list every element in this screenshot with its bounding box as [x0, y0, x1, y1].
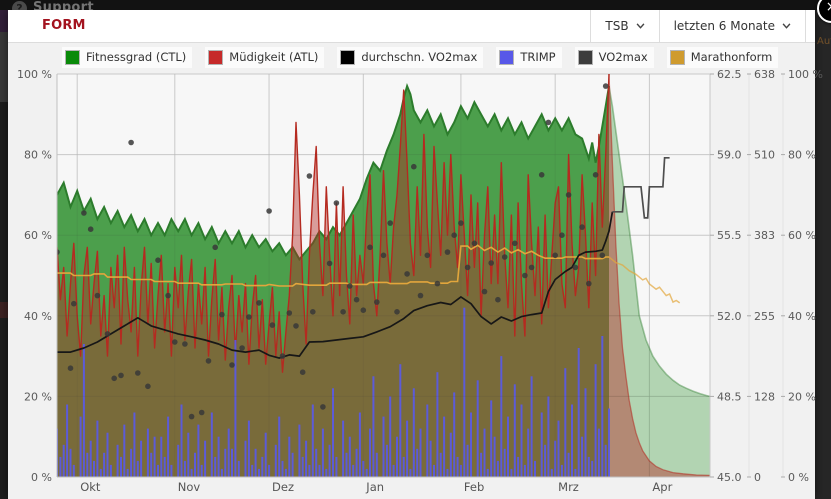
page-title: FORM — [42, 18, 86, 33]
legend-swatch-m-digkeit-atl — [208, 49, 224, 65]
topbar: ? Support — [0, 0, 831, 10]
legend-item-trimp: TRIMP — [496, 46, 562, 68]
legend-item-vo2max: VO2max — [574, 46, 654, 68]
legend-label-marathonform: Marathonform — [690, 50, 773, 64]
left-strip-red-band — [0, 302, 8, 318]
dropdown-tsb[interactable]: TSB — [590, 10, 658, 42]
chevron-down-icon — [636, 23, 645, 29]
underlying-partial-text: Automat — [817, 36, 831, 47]
legend-label-vo2max: VO2max — [598, 50, 648, 64]
legend-swatch-durchschn-vo2max — [340, 49, 356, 65]
legend-label-fitnessgrad-ctl: Fitnessgrad (CTL) — [86, 50, 187, 64]
form-modal: FORM TSB letzten 6 Monate Fitnessgrad (C… — [8, 10, 815, 499]
dropdown-tsb-label: TSB — [605, 19, 629, 33]
legend-swatch-marathonform — [669, 49, 685, 65]
legend-swatch-vo2max — [577, 49, 593, 65]
legend-label-trimp: TRIMP — [520, 50, 556, 64]
modal-header: FORM TSB letzten 6 Monate — [8, 10, 815, 43]
support-link[interactable]: Support — [33, 0, 94, 10]
left-strip-gray-block — [0, 32, 8, 102]
dropdown-period[interactable]: letzten 6 Monate — [658, 10, 806, 42]
legend-item-m-digkeit-atl: Müdigkeit (ATL) — [205, 46, 325, 68]
dropdown-group: TSB letzten 6 Monate — [590, 10, 806, 42]
right-page-strip: Automat — [815, 10, 831, 499]
chart-legend: Fitnessgrad (CTL) Müdigkeit (ATL) durchsch… — [8, 42, 831, 72]
help-icon: ? — [12, 1, 27, 10]
legend-item-fitnessgrad-ctl: Fitnessgrad (CTL) — [62, 46, 193, 68]
chevron-down-icon — [782, 23, 791, 29]
close-icon: × — [826, 0, 831, 15]
legend-swatch-fitnessgrad-ctl — [65, 49, 80, 65]
legend-label-m-digkeit-atl: Müdigkeit (ATL) — [229, 50, 319, 64]
legend-item-durchschn-vo2max: durchschn. VO2max — [337, 46, 484, 68]
legend-swatch-trimp — [499, 49, 515, 65]
dropdown-period-label: letzten 6 Monate — [673, 19, 775, 33]
left-page-strip — [0, 10, 8, 499]
left-strip-purple-block — [0, 10, 8, 32]
legend-label-durchschn-vo2max: durchschn. VO2max — [361, 50, 478, 64]
legend-item-marathonform: Marathonform — [666, 46, 779, 68]
